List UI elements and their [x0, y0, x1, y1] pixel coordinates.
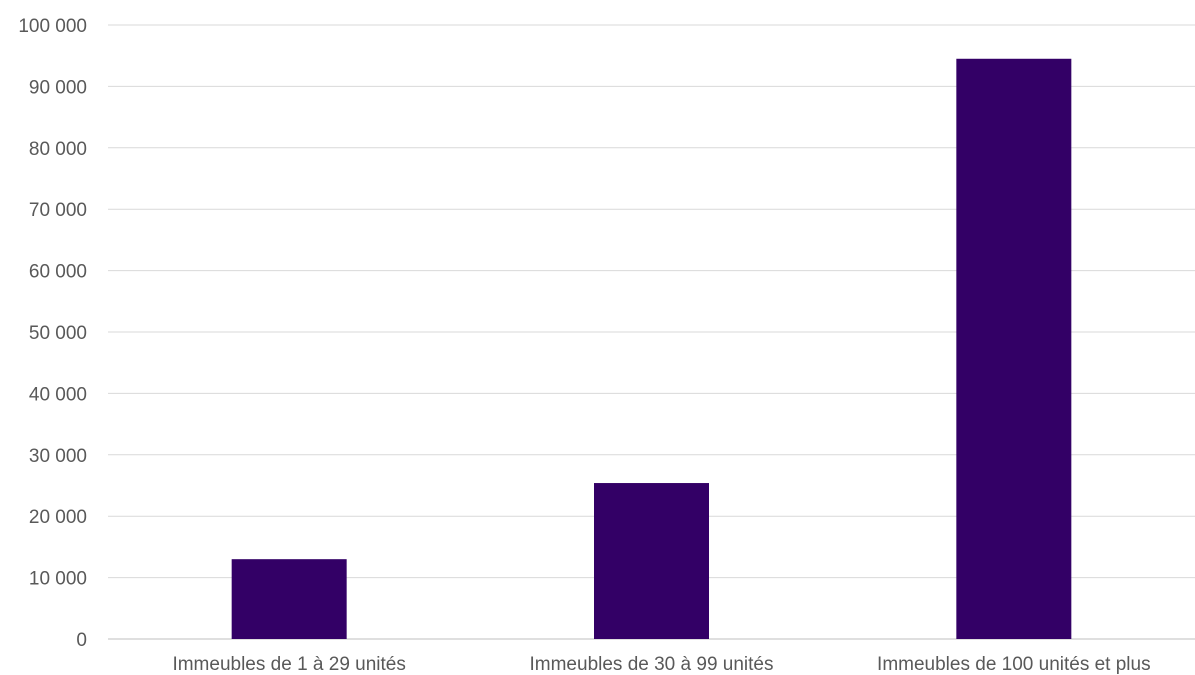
y-tick-label: 30 000 [29, 446, 87, 467]
x-category-label: Immeubles de 100 unités et plus [877, 654, 1151, 675]
x-axis-category-labels: Immeubles de 1 à 29 unités Immeubles de 3… [172, 654, 1150, 675]
y-tick-label: 10 000 [29, 569, 87, 590]
y-tick-label: 90 000 [29, 77, 87, 98]
bar [594, 483, 709, 639]
x-category-label: Immeubles de 30 à 99 unités [530, 654, 774, 675]
y-tick-label: 50 000 [29, 323, 87, 344]
y-tick-label: 60 000 [29, 262, 87, 283]
bar [231, 559, 347, 639]
bar [956, 58, 1072, 639]
bars [231, 58, 1072, 639]
y-tick-label: 70 000 [29, 200, 87, 221]
y-tick-label: 100 000 [18, 16, 87, 37]
y-tick-label: 40 000 [29, 384, 87, 405]
y-axis-tick-labels: 0 10 000 20 000 30 000 40 000 50 000 60 000 70 … [18, 16, 87, 651]
y-tick-label: 80 000 [29, 139, 87, 160]
x-category-label: Immeubles de 1 à 29 unités [172, 654, 405, 675]
y-tick-label: 20 000 [29, 507, 87, 528]
y-tick-label: 0 [76, 630, 87, 651]
